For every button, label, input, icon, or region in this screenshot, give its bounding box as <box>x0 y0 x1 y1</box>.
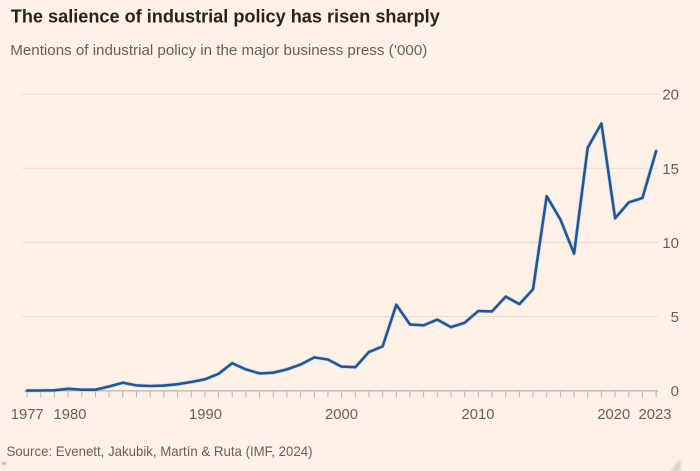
svg-text:20: 20 <box>662 87 679 104</box>
svg-text:The salience of industrial pol: The salience of industrial policy has ri… <box>11 5 441 26</box>
svg-text:1977: 1977 <box>11 407 44 423</box>
svg-text:5: 5 <box>671 309 679 326</box>
svg-text:2010: 2010 <box>462 407 495 423</box>
svg-text:1980: 1980 <box>54 407 87 423</box>
svg-text:1990: 1990 <box>189 407 222 423</box>
svg-text:2020: 2020 <box>597 407 630 423</box>
svg-text:10: 10 <box>662 235 679 252</box>
svg-text:2023: 2023 <box>639 407 672 423</box>
svg-text:15: 15 <box>662 161 679 178</box>
svg-text:Source: Evenett, Jakubik, Mart: Source: Evenett, Jakubik, Martín & Ruta … <box>7 444 313 459</box>
svg-text:2000: 2000 <box>325 407 358 423</box>
svg-text:0: 0 <box>671 383 679 400</box>
svg-text:Mentions of industrial policy: Mentions of industrial policy in the maj… <box>10 42 427 59</box>
